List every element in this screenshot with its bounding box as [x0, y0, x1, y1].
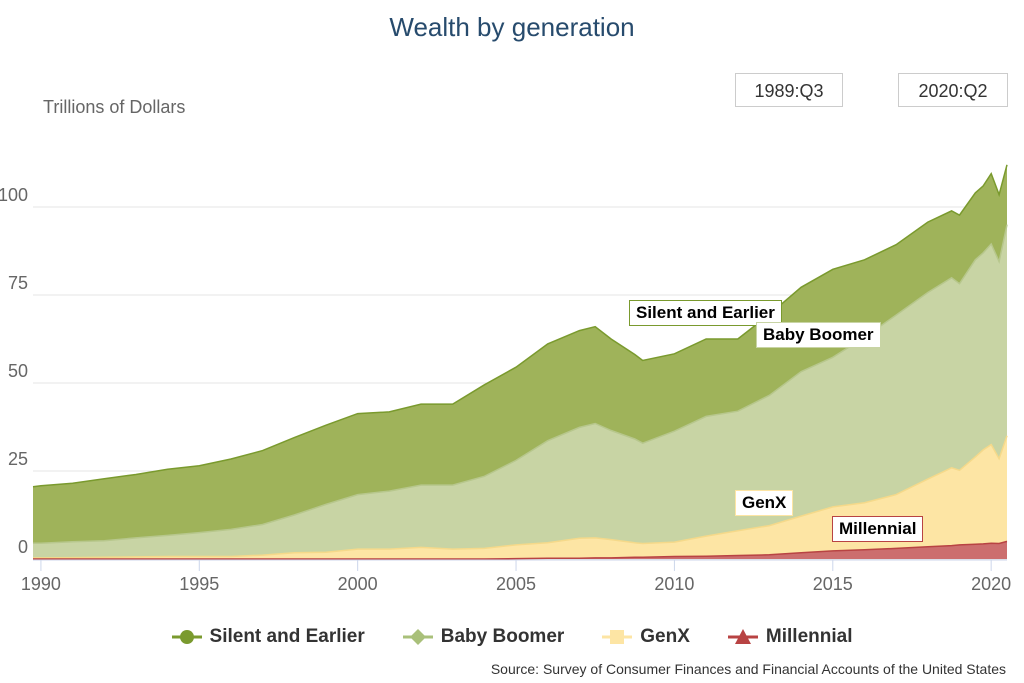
- chart-legend: Silent and Earlier Baby Boomer GenX Mill…: [0, 626, 1024, 648]
- diamond-marker-icon: [402, 629, 433, 645]
- y-tick-label: 75: [8, 273, 28, 293]
- range-end-input[interactable]: 2020:Q2: [898, 73, 1008, 107]
- legend-item-millennial[interactable]: Millennial: [727, 626, 853, 648]
- chart-title: Wealth by generation: [389, 12, 635, 42]
- circle-marker-icon: [171, 630, 202, 644]
- x-tick-label: 1995: [179, 574, 219, 594]
- x-tick-label: 2005: [496, 574, 536, 594]
- annotation-genx: GenX: [735, 490, 794, 516]
- square-marker-icon: [602, 630, 633, 644]
- area-baby-boomer[interactable]: [33, 224, 1007, 559]
- y-tick-label: 100: [0, 185, 28, 205]
- legend-item-boomer[interactable]: Baby Boomer: [402, 626, 565, 648]
- legend-label: GenX: [640, 626, 690, 647]
- annotation-millennial: Millennial: [832, 516, 924, 542]
- legend-label: Baby Boomer: [440, 626, 565, 647]
- x-tick-label: 1990: [21, 574, 61, 594]
- x-tick-label: 2015: [813, 574, 853, 594]
- area-millennial[interactable]: [33, 541, 1007, 559]
- triangle-marker-icon: [727, 629, 758, 644]
- y-tick-label: 50: [8, 361, 28, 381]
- y-axis-title: Trillions of Dollars: [43, 97, 186, 117]
- source-note: Source: Survey of Consumer Finances and …: [490, 661, 1006, 677]
- legend-item-genx[interactable]: GenX: [602, 626, 690, 648]
- x-tick-label: 2000: [338, 574, 378, 594]
- x-tick-label: 2020: [971, 574, 1011, 594]
- range-start-input[interactable]: 1989:Q3: [735, 73, 843, 107]
- legend-label: Millennial: [765, 626, 853, 647]
- annotation-boomer: Baby Boomer: [756, 322, 881, 348]
- legend-item-silent[interactable]: Silent and Earlier: [171, 626, 365, 648]
- y-tick-label: 0: [18, 537, 28, 557]
- area-genx[interactable]: [33, 435, 1007, 559]
- legend-label: Silent and Earlier: [209, 626, 365, 647]
- y-tick-label: 25: [8, 449, 28, 469]
- annotation-silent: Silent and Earlier: [629, 300, 782, 326]
- x-tick-label: 2010: [654, 574, 694, 594]
